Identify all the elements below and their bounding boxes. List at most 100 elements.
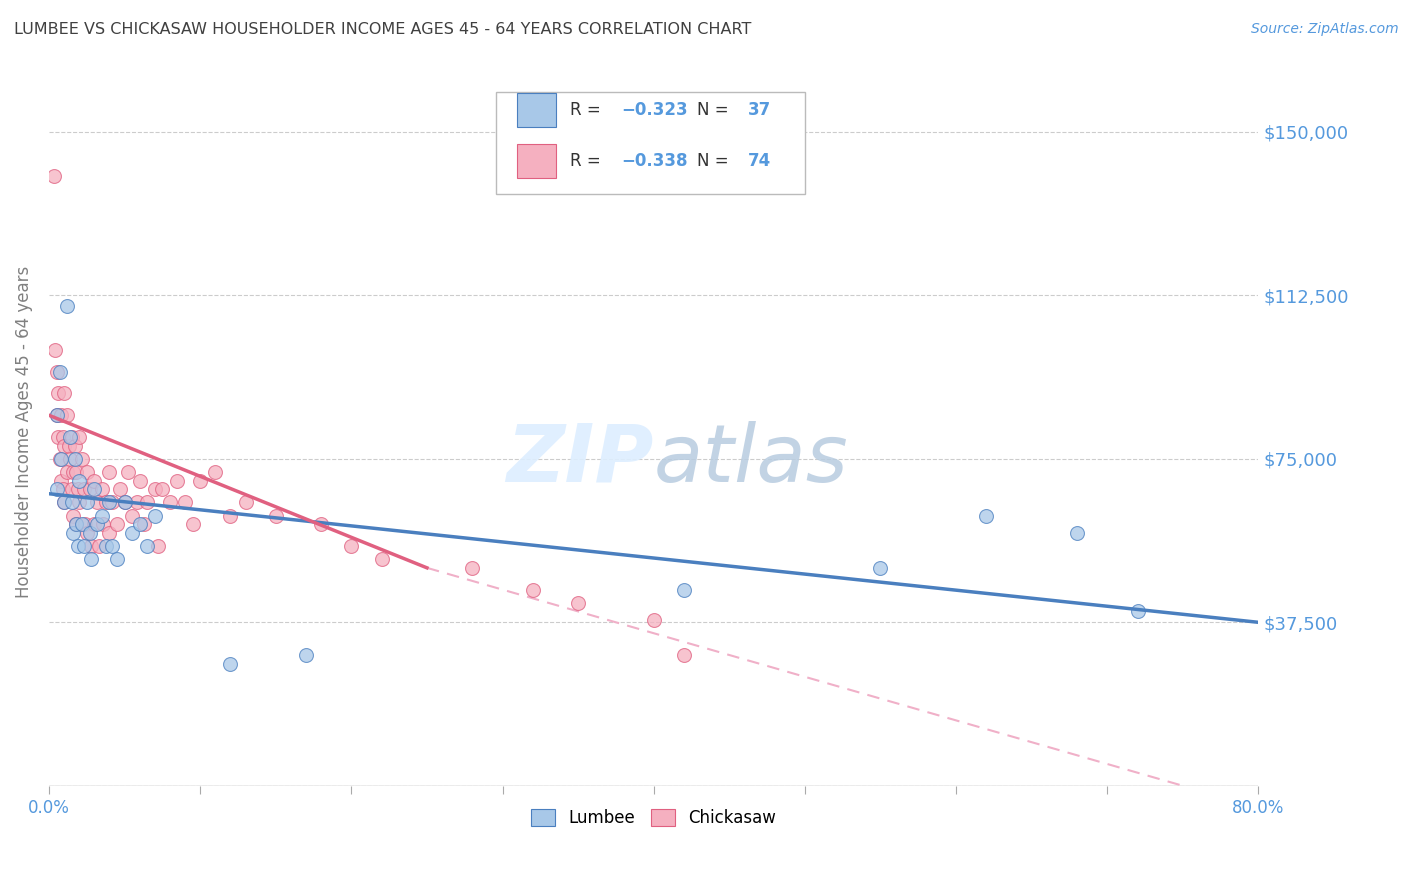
Point — [159, 495, 181, 509]
Point — [125, 495, 148, 509]
Text: ZIP: ZIP — [506, 421, 654, 499]
Point — [146, 539, 169, 553]
Point — [461, 561, 484, 575]
Point — [62, 525, 84, 540]
Point — [63, 439, 86, 453]
Point — [53, 495, 76, 509]
Point — [98, 465, 121, 479]
Point — [52, 483, 75, 497]
Text: −0.323: −0.323 — [621, 101, 688, 119]
Point — [96, 495, 118, 509]
Point — [67, 474, 90, 488]
Point — [60, 483, 83, 497]
Point — [65, 517, 87, 532]
Point — [59, 451, 82, 466]
Point — [56, 465, 79, 479]
Point — [98, 495, 121, 509]
Point — [166, 474, 188, 488]
Bar — [517, 93, 555, 127]
Point — [53, 495, 76, 509]
Point — [174, 495, 197, 509]
Point — [60, 495, 83, 509]
Point — [108, 483, 131, 497]
Point — [114, 495, 136, 509]
Text: R =: R = — [571, 152, 606, 170]
Point — [309, 517, 332, 532]
Text: −0.338: −0.338 — [621, 152, 688, 170]
Bar — [517, 144, 555, 178]
Text: LUMBEE VS CHICKASAW HOUSEHOLDER INCOME AGES 45 - 64 YEARS CORRELATION CHART: LUMBEE VS CHICKASAW HOUSEHOLDER INCOME A… — [14, 22, 751, 37]
Point — [76, 495, 98, 509]
Point — [105, 552, 128, 566]
Point — [143, 508, 166, 523]
Point — [45, 365, 67, 379]
Point — [75, 517, 97, 532]
Point — [65, 517, 87, 532]
Text: 37: 37 — [748, 101, 772, 119]
Point — [143, 483, 166, 497]
Point — [98, 525, 121, 540]
Point — [235, 495, 257, 509]
Point — [44, 343, 66, 357]
Point — [643, 613, 665, 627]
Point — [46, 430, 69, 444]
Text: N =: N = — [697, 101, 734, 119]
Point — [121, 525, 143, 540]
Legend: Lumbee, Chickasaw: Lumbee, Chickasaw — [524, 803, 783, 834]
Point — [114, 495, 136, 509]
Point — [70, 451, 93, 466]
Text: 74: 74 — [748, 152, 772, 170]
Point — [181, 517, 204, 532]
Point — [76, 525, 98, 540]
Point — [45, 483, 67, 497]
Point — [121, 508, 143, 523]
Point — [45, 409, 67, 423]
Point — [90, 508, 112, 523]
Point — [76, 465, 98, 479]
Text: N =: N = — [697, 152, 734, 170]
Point — [128, 517, 150, 532]
Point — [66, 539, 89, 553]
Point — [42, 169, 65, 183]
Point — [101, 495, 124, 509]
Point — [46, 386, 69, 401]
Point — [63, 451, 86, 466]
Point — [188, 474, 211, 488]
Point — [264, 508, 287, 523]
FancyBboxPatch shape — [496, 92, 804, 194]
Point — [204, 465, 226, 479]
Point — [134, 517, 156, 532]
Point — [53, 386, 76, 401]
Point — [48, 365, 70, 379]
Text: atlas: atlas — [654, 421, 848, 499]
Point — [49, 409, 72, 423]
Point — [56, 299, 79, 313]
Text: Source: ZipAtlas.com: Source: ZipAtlas.com — [1251, 22, 1399, 37]
Point — [86, 517, 108, 532]
Point — [73, 483, 96, 497]
Point — [83, 517, 105, 532]
Point — [1066, 525, 1088, 540]
Point — [66, 483, 89, 497]
Point — [101, 539, 124, 553]
Point — [73, 539, 96, 553]
Point — [93, 517, 115, 532]
Point — [219, 508, 242, 523]
Point — [295, 648, 318, 662]
Point — [79, 525, 101, 540]
Point — [60, 430, 83, 444]
Text: R =: R = — [571, 101, 606, 119]
Point — [136, 495, 159, 509]
Point — [80, 539, 103, 553]
Point — [672, 648, 695, 662]
Point — [65, 465, 87, 479]
Point — [672, 582, 695, 597]
Point — [117, 465, 139, 479]
Point — [83, 474, 105, 488]
Point — [58, 439, 80, 453]
Point — [976, 508, 998, 523]
Point — [96, 539, 118, 553]
Point — [86, 495, 108, 509]
Point — [567, 596, 589, 610]
Point — [105, 517, 128, 532]
